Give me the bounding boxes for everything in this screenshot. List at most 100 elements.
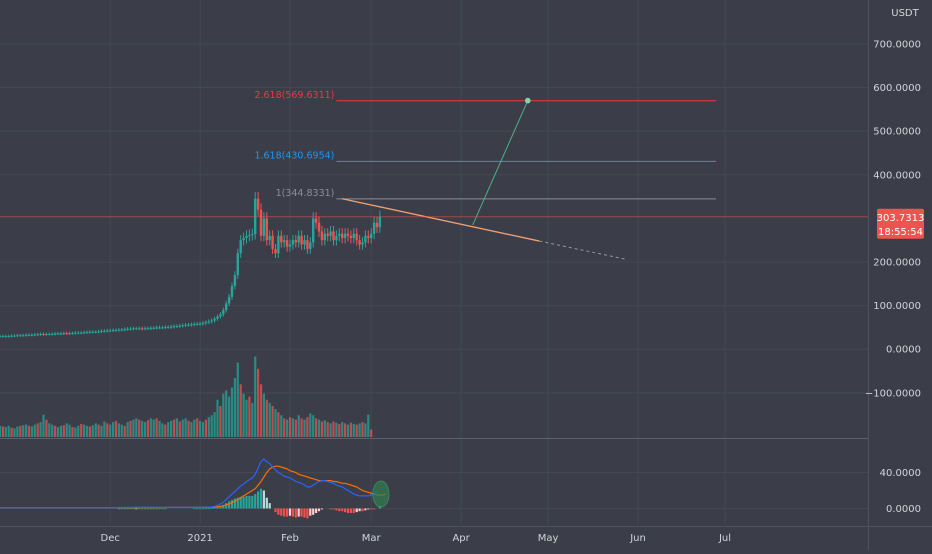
candle-body [59,333,63,335]
volume-bar [178,421,181,437]
candle-body [27,334,31,336]
histogram-bar [312,508,315,515]
candle-body [306,240,309,249]
volume-bar [361,422,364,437]
histogram-bar [259,488,263,509]
candle-body [143,328,147,330]
price-axis-tick-label: 700.0000 [873,39,921,50]
histogram-bar [219,506,222,509]
volume-bar [88,426,91,437]
candle-body [100,330,103,332]
volume-bar [370,429,373,437]
histogram-bar [283,508,286,517]
volume-bar [164,424,167,437]
histogram-bar [199,508,202,510]
volume-bar [167,422,170,437]
volume-bar [132,419,135,437]
candle-body [341,233,344,239]
candle-body [216,316,219,319]
candle-body [30,334,34,336]
volume-bar [91,425,94,437]
volume-bar [199,420,202,437]
histogram-bar [207,508,210,510]
histogram-bar [120,508,123,510]
volume-bar [68,424,71,437]
histogram-bar [216,507,219,509]
trendline-extension[interactable] [539,240,627,260]
histogram-bar [193,508,196,510]
histogram-bar [367,508,370,510]
candle-body [204,322,208,324]
candle-body [248,234,251,236]
volume-bar [143,422,147,437]
candle-body [36,334,39,336]
histogram-bar [228,501,231,509]
volume-bar [65,423,68,437]
histogram-bar [306,508,309,519]
candle-body [152,327,155,329]
volume-bar [358,423,361,437]
candle-body [355,233,358,241]
volume-bar [236,362,239,437]
volume-bar [288,417,292,437]
candle-body [0,336,2,338]
candle-body [155,327,158,329]
last-price-badge [877,208,924,239]
time-axis-tick-label: Dec [101,533,120,544]
volume-bar [146,420,149,437]
candle-body [251,234,254,236]
volume-bar [123,425,126,437]
candle-body [265,218,268,241]
volume-bar [77,425,80,437]
volume-bar [141,420,144,437]
volume-bar [193,419,196,437]
candle-body [239,240,242,254]
volume-bar [158,420,161,437]
histogram-bar [257,491,260,509]
volume-bar [274,409,277,437]
candle-body [16,335,19,337]
volume-bar [25,424,28,437]
crossover-highlight[interactable] [372,480,390,508]
candle-body [312,218,315,243]
volume-bar [170,420,173,437]
candle-body [103,330,106,332]
candle-body [24,334,28,336]
volume-bar [126,422,129,437]
histogram-bar [146,508,149,510]
volume-bar [109,424,112,437]
volume-bar [100,425,103,437]
histogram-bar [338,508,341,512]
histogram-bar [123,508,126,510]
candle-body [129,328,132,330]
volume-bar [286,419,289,437]
candle-body [207,321,210,323]
volume-bar [56,427,60,437]
volume-bar [74,427,77,437]
projection-target-point[interactable] [525,97,531,104]
histogram-bar [315,508,318,513]
volume-bar [344,423,347,437]
histogram-bar [161,508,164,510]
candle-body [358,240,361,245]
candle-body [175,326,179,328]
candle-body [338,233,341,236]
volume-bar [71,427,74,437]
candle-body [135,328,138,330]
trendline[interactable] [342,198,540,242]
volume-bar [335,422,338,437]
volume-bar [138,419,141,437]
candle-body [117,329,121,331]
histogram-bar [138,508,141,510]
volume-bar [254,356,257,437]
volume-bar [352,423,355,437]
candle-body [88,331,92,333]
volume-bar [364,423,367,437]
histogram-bar [288,508,292,516]
histogram-bar [245,495,248,509]
candle-body [164,326,167,328]
volume-bar [294,419,297,437]
projection-line[interactable] [472,100,529,226]
